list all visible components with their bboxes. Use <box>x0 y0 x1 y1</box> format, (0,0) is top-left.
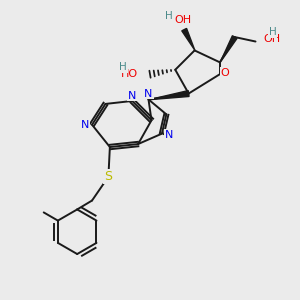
Text: H: H <box>165 11 173 21</box>
Text: N: N <box>165 130 173 140</box>
Polygon shape <box>220 36 237 62</box>
Polygon shape <box>148 91 189 100</box>
Polygon shape <box>182 28 195 50</box>
Text: HO: HO <box>120 69 137 79</box>
Text: S: S <box>104 170 112 183</box>
Text: N: N <box>128 91 136 100</box>
Text: N: N <box>80 120 89 130</box>
Text: N: N <box>144 88 153 98</box>
Text: OH: OH <box>264 34 281 44</box>
Text: OH: OH <box>174 15 191 25</box>
Text: H: H <box>269 27 277 37</box>
Text: H: H <box>119 62 127 72</box>
Text: O: O <box>221 68 230 78</box>
